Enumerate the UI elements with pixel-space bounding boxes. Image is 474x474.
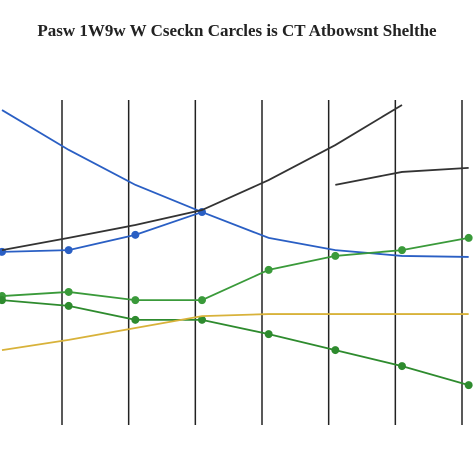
series-line [1, 299, 469, 386]
series-line [1, 237, 469, 302]
point [464, 381, 473, 390]
chart-title: Pasw 1W9w W Cseckn Carcles is CT Atbowsn… [37, 21, 437, 40]
series-line [335, 166, 469, 186]
series-line [1, 211, 203, 253]
point [198, 296, 206, 305]
point [264, 265, 273, 274]
point [331, 346, 340, 355]
point [198, 315, 206, 324]
point [398, 246, 406, 255]
point [264, 330, 273, 339]
series-line [1, 313, 469, 351]
point [398, 362, 406, 371]
point [131, 230, 140, 239]
point [64, 301, 73, 310]
point [131, 296, 140, 305]
series-line [1, 104, 403, 252]
point [464, 233, 473, 242]
series-line [1, 109, 469, 258]
point [64, 287, 73, 296]
point [64, 246, 73, 255]
point [331, 251, 340, 260]
point [0, 296, 6, 305]
point [131, 315, 140, 324]
